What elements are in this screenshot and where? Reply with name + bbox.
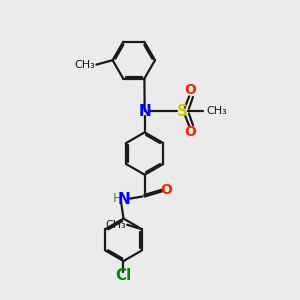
Text: O: O [160,183,172,197]
Text: CH₃: CH₃ [206,106,227,116]
Text: CH₃: CH₃ [74,60,95,70]
Text: Cl: Cl [116,268,132,283]
Text: S: S [177,103,188,118]
Text: H: H [112,192,122,205]
Text: N: N [117,192,130,207]
Text: CH₃: CH₃ [105,220,126,230]
Text: O: O [185,83,197,97]
Text: O: O [185,125,197,139]
Text: N: N [138,103,151,118]
